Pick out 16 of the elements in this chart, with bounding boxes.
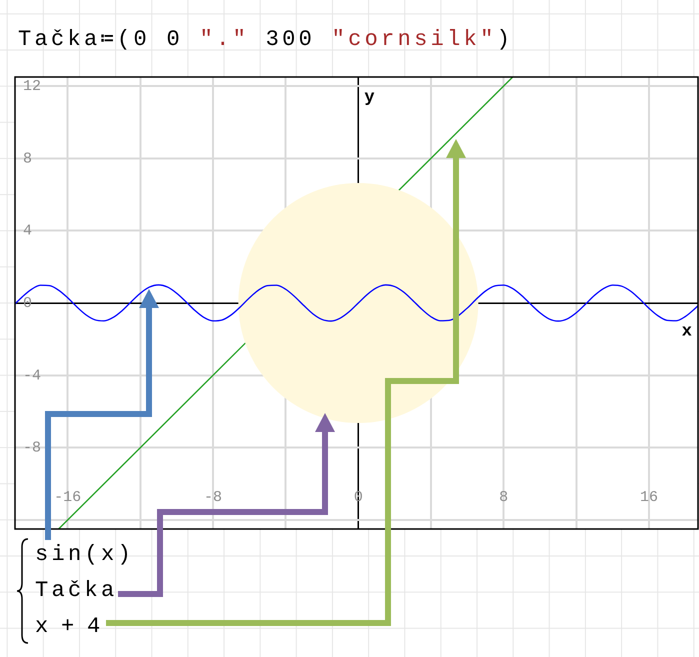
- chart-title: Tačka≔(0 0 "." 300 "cornsilk"): [18, 27, 514, 52]
- y-axis-title: y: [364, 88, 375, 108]
- line-series: [15, 284, 698, 322]
- x-tick-label: 8: [499, 488, 508, 506]
- x-tick-label: -8: [204, 488, 222, 506]
- y-tick-label: 8: [23, 150, 32, 168]
- x-tick-label: -16: [54, 488, 82, 506]
- y-tick-label: 12: [23, 78, 42, 96]
- text: Tačka: [35, 577, 119, 605]
- y-tick-label: 4: [23, 222, 32, 240]
- text: x + 4: [35, 613, 105, 641]
- x-axis-title: x: [682, 322, 692, 342]
- y-tick-label: -4: [23, 367, 42, 384]
- text: sin(x): [35, 541, 134, 569]
- y-tick-label: -8: [23, 440, 42, 457]
- x-tick-label: 16: [640, 488, 658, 506]
